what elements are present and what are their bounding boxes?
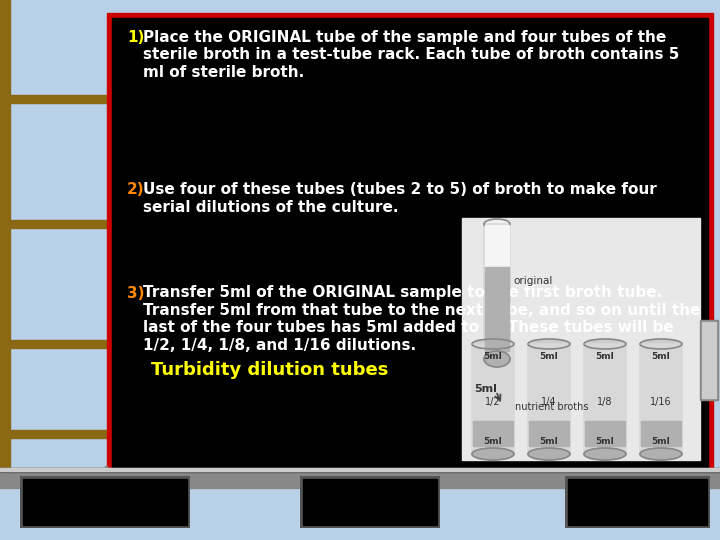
Text: Transfer 5ml of the ORIGINAL sample to the first broth tube.
Transfer 5ml from t: Transfer 5ml of the ORIGINAL sample to t… — [143, 286, 701, 353]
Ellipse shape — [640, 339, 682, 349]
Bar — [303, 479, 437, 525]
Bar — [300, 476, 440, 528]
Text: 1): 1) — [127, 30, 145, 45]
Text: 5ml: 5ml — [652, 437, 670, 446]
Ellipse shape — [528, 448, 570, 460]
Text: Use four of these tubes (tubes 2 to 5) of broth to make four
serial dilutions of: Use four of these tubes (tubes 2 to 5) o… — [143, 183, 657, 215]
Bar — [0, 468, 720, 471]
Text: original: original — [513, 276, 552, 286]
Bar — [565, 476, 710, 528]
Bar — [0, 95, 115, 103]
Bar — [568, 479, 707, 525]
Bar — [462, 218, 700, 460]
Bar — [700, 320, 718, 400]
Text: nutrient broths: nutrient broths — [516, 402, 589, 412]
Ellipse shape — [484, 351, 510, 367]
Text: 5ml: 5ml — [595, 437, 614, 446]
Bar — [702, 322, 716, 398]
Bar — [360, 466, 362, 478]
Bar — [0, 220, 115, 228]
Text: 5ml: 5ml — [539, 437, 559, 446]
Text: 1/4: 1/4 — [541, 397, 557, 407]
Text: 5ml: 5ml — [652, 352, 670, 361]
Bar — [585, 421, 625, 446]
Bar — [584, 344, 626, 454]
Bar — [485, 267, 509, 351]
Text: 5ml: 5ml — [474, 384, 497, 394]
Bar — [484, 224, 510, 359]
Ellipse shape — [472, 339, 514, 349]
Bar — [641, 421, 681, 446]
Ellipse shape — [528, 339, 570, 349]
Text: 3): 3) — [127, 286, 145, 300]
Ellipse shape — [584, 339, 626, 349]
Bar — [640, 344, 682, 454]
Text: 5ml: 5ml — [539, 352, 559, 361]
Ellipse shape — [640, 448, 682, 460]
Text: 5ml: 5ml — [484, 437, 503, 446]
Text: 5ml: 5ml — [484, 352, 503, 361]
Bar — [615, 466, 617, 478]
Bar — [529, 421, 569, 446]
Bar — [0, 430, 115, 438]
Text: 1/2: 1/2 — [485, 397, 501, 407]
Bar — [20, 476, 190, 528]
Text: 1/8: 1/8 — [598, 397, 613, 407]
Text: 2): 2) — [127, 183, 145, 198]
Bar — [0, 468, 720, 488]
Bar — [23, 479, 187, 525]
Ellipse shape — [484, 219, 510, 229]
Text: Place the ORIGINAL tube of the sample and four tubes of the
sterile broth in a t: Place the ORIGINAL tube of the sample an… — [143, 30, 679, 80]
Bar — [472, 344, 514, 454]
Bar — [485, 225, 509, 268]
Bar — [0, 340, 115, 348]
Ellipse shape — [584, 448, 626, 460]
Bar — [0, 468, 720, 472]
Bar — [473, 421, 513, 446]
Bar — [528, 344, 570, 454]
Text: 1/16: 1/16 — [650, 397, 672, 407]
Bar — [0, 0, 10, 470]
Bar — [105, 466, 107, 478]
Text: 5ml: 5ml — [595, 352, 614, 361]
Bar — [107, 13, 713, 473]
Bar — [112, 18, 708, 468]
Ellipse shape — [472, 448, 514, 460]
Text: Turbidity dilution tubes: Turbidity dilution tubes — [151, 361, 389, 379]
